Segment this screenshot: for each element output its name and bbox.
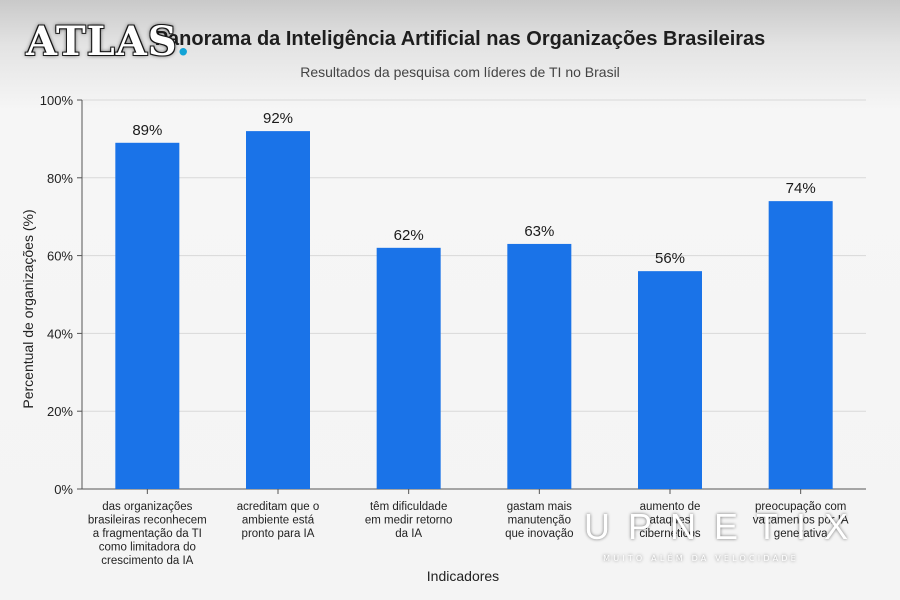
data-label: 56% xyxy=(655,250,685,267)
category-label: gastam mais manutenção que inovação xyxy=(505,501,573,540)
x-axis-label: Indicadores xyxy=(427,568,499,584)
y-axis-label: Percentual de organizações (%) xyxy=(20,209,36,408)
category-label-line: cibernéticos xyxy=(639,528,701,540)
bars xyxy=(115,131,833,490)
bar xyxy=(115,142,180,490)
category-label-line: vazamentos por IA xyxy=(753,515,849,527)
upnetix-logo: UPNETIX MUITO ALÉM DA VELOCIDADE xyxy=(566,506,867,564)
category-label-line: gastam mais xyxy=(507,501,572,513)
y-tick-label: 40% xyxy=(47,326,73,341)
atlas-logo: ATLAS. xyxy=(26,18,191,65)
category-label-line: ataques xyxy=(650,515,691,527)
category-label-line: da IA xyxy=(395,528,422,540)
axes xyxy=(77,99,866,494)
y-tick-label: 0% xyxy=(54,482,73,497)
upnetix-logo-text: UPNETIX xyxy=(584,506,867,547)
category-label: preocupação com vazamentos por IA generati… xyxy=(753,501,849,540)
data-label: 63% xyxy=(524,223,554,240)
category-label: das organizações brasileiras reconhecem a … xyxy=(88,501,207,567)
category-label-line: crescimento da IA xyxy=(101,555,193,567)
category-label: aumento de ataques cibernéticos xyxy=(639,501,701,540)
category-label-line: como limitadora do xyxy=(99,542,196,554)
data-label: 74% xyxy=(786,180,816,197)
bar xyxy=(638,271,702,489)
grid-lines xyxy=(82,99,866,412)
category-label: têm dificuldade em medir retorno da IA xyxy=(365,501,453,540)
upnetix-tagline: MUITO ALÉM DA VELOCIDADE xyxy=(603,554,799,563)
category-label-line: das organizações xyxy=(102,501,192,513)
category-label-line: manutenção xyxy=(508,515,571,527)
chart-subtitle: Resultados da pesquisa com líderes de TI… xyxy=(300,64,620,80)
category-label-line: têm dificuldade xyxy=(370,501,447,513)
atlas-logo-dot: . xyxy=(176,18,192,65)
category-label-line: acreditam que o xyxy=(237,501,319,513)
category-label-line: a fragmentação da TI xyxy=(93,528,202,540)
bar xyxy=(246,131,310,489)
category-label-line: aumento de xyxy=(640,501,701,513)
category-label-line: pronto para IA xyxy=(242,528,315,540)
data-label: 92% xyxy=(263,110,293,127)
y-tick-label: 60% xyxy=(47,249,73,264)
atlas-logo-text: ATLAS xyxy=(26,18,177,65)
chart-title: Panorama da Inteligência Artificial nas … xyxy=(155,28,766,50)
data-label: 89% xyxy=(132,122,162,139)
category-label-line: brasileiras reconhecem xyxy=(88,515,207,527)
labels: 0% 20% 40% 60% 80% 100% 89% das organizações bra… xyxy=(40,93,849,567)
bar xyxy=(768,201,833,489)
category-label-line: preocupação com xyxy=(755,501,846,513)
y-tick-label: 80% xyxy=(47,171,73,186)
y-tick-label: 20% xyxy=(47,404,73,419)
category-label-line: generativa xyxy=(774,528,828,540)
bar xyxy=(507,243,572,489)
data-label: 62% xyxy=(394,227,424,244)
category-label-line: em medir retorno xyxy=(365,515,453,527)
bar xyxy=(376,247,441,489)
category-label-line: que inovação xyxy=(505,528,573,540)
y-tick-label: 100% xyxy=(40,93,74,108)
category-label: acreditam que o ambiente está pronto para … xyxy=(237,501,319,540)
category-label-line: ambiente está xyxy=(242,515,315,527)
